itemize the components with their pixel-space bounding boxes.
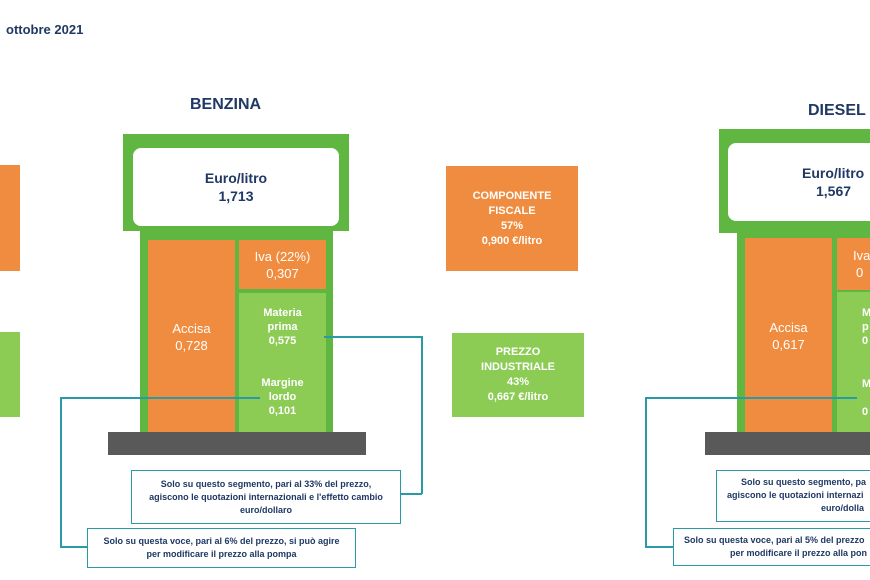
diesel-title: DIESEL [808,102,866,119]
benzina-note-margine-line1: Solo su questa voce, pari al 6% del prez… [103,536,340,546]
benzina-price-box: Euro/litro 1,713 [133,148,339,226]
benzina-pump-base [108,432,366,455]
benzina-unit-label: Euro/litro [204,170,268,186]
diesel-accisa-label: Accisa [769,319,808,335]
diesel-materia-partial-2: p [862,321,869,333]
diesel-note-materia-line2: agiscono le quotazioni internazi [727,490,864,500]
diesel-materia-partial-1: M [862,307,870,319]
diesel-note-materia-line3: euro/dolla [821,503,865,513]
benzina-accisa-cell: Accisa 0,728 [148,240,235,433]
benzina-connector-margine-h [60,397,260,399]
benzina-fiscale-line2: FISCALE [488,204,536,217]
benzina-margine-value: 0,101 [268,405,297,417]
diesel-total-price: 1,567 [816,183,852,199]
benzina-note-materia-line2: agiscono le quotazioni internazionali e … [149,491,383,502]
diesel-margine-partial-3: 0 [862,405,869,418]
benzina-industriale-line1: PREZZO [495,346,541,358]
benzina-title: BENZINA [190,96,262,113]
diesel-accisa-cell: Accisa 0,617 [745,238,832,433]
benzina-iva-cell: Iva (22%) 0,307 [239,240,326,289]
benzina-materia-label-2: prima [267,321,298,333]
benzina-accisa-value: 0,728 [175,337,208,353]
diesel-unit-label: Euro/litro [802,165,865,181]
diesel-accisa-value: 0,617 [772,336,805,352]
diesel-pump-base [705,432,870,455]
benzina-fiscale-pct: 57% [500,219,524,232]
benzina-note-materia-line1: Solo su questo segmento, pari al 33% del… [160,478,372,489]
diesel-iva-label-partial: Iva [853,248,870,263]
benzina-materia-label-1: Materia [263,307,302,319]
benzina-fiscale-line1: COMPONENTE [472,189,552,202]
diesel-materia-partial-3: 0 [862,335,869,347]
benzina-margine-label-1: Margine [261,377,304,389]
benzina-note-margine: Solo su questa voce, pari al 6% del prez… [87,528,356,568]
benzina-connector-margine-v [60,397,62,547]
benzina-connector-margine-end [60,546,87,548]
diesel-note-margine-line1: Solo su questa voce, pari al 5% del prez… [684,535,865,545]
benzina-fiscale-value: 0,900 €/litro [481,234,543,247]
benzina-iva-label: Iva (22%) [254,248,311,264]
benzina-note-materia-line3: euro/dollaro [239,504,292,515]
benzina-industriale-line2: INDUSTRIALE [481,361,555,373]
diesel-iva-value-partial: 0 [856,265,864,280]
diesel-note-margine-line2: per modificare il prezzo alla pon [730,548,868,558]
diesel-connector-margine-v [645,397,647,547]
benzina-industriale-pct: 43% [506,376,530,388]
left-partial-green-box [0,332,20,417]
benzina-margine-label-2: lordo [268,391,297,403]
benzina-total-price: 1,713 [218,188,254,204]
benzina-materia-value: 0,575 [268,335,297,347]
diesel-price-box: Euro/litro 1,567 [728,143,870,221]
benzina-note-margine-line2: per modificare il prezzo alla pompa [146,549,297,559]
benzina-materia-cell: Materia prima 0,575 [239,293,326,361]
benzina-connector-materia-end [400,493,422,495]
left-partial-orange-box [0,165,20,271]
diesel-note-materia: Solo su questo segmento, pa agiscono le … [716,470,870,522]
diesel-connector-margine-h [645,397,857,399]
diesel-note-margine: Solo su questa voce, pari al 5% del prez… [673,528,870,566]
diesel-connector-margine-end [645,546,673,548]
benzina-note-materia: Solo su questo segmento, pari al 33% del… [131,470,401,524]
diesel-materia-cell: M p 0 [837,292,870,362]
benzina-accisa-label: Accisa [172,320,211,336]
benzina-iva-value: 0,307 [266,265,299,281]
diesel-iva-cell: Iva 0 [837,238,870,290]
diesel-note-materia-line1: Solo su questo segmento, pa [741,477,867,487]
benzina-industriale-box: PREZZO INDUSTRIALE 43% 0,667 €/litro [452,333,584,417]
benzina-connector-materia-v [421,336,423,494]
diesel-margine-partial-1: M [862,377,870,390]
benzina-fiscale-box: COMPONENTE FISCALE 57% 0,900 €/litro [446,166,578,271]
benzina-industriale-value: 0,667 €/litro [487,391,549,403]
benzina-connector-materia-h [324,336,422,338]
date-label: ottobre 2021 [6,22,84,37]
